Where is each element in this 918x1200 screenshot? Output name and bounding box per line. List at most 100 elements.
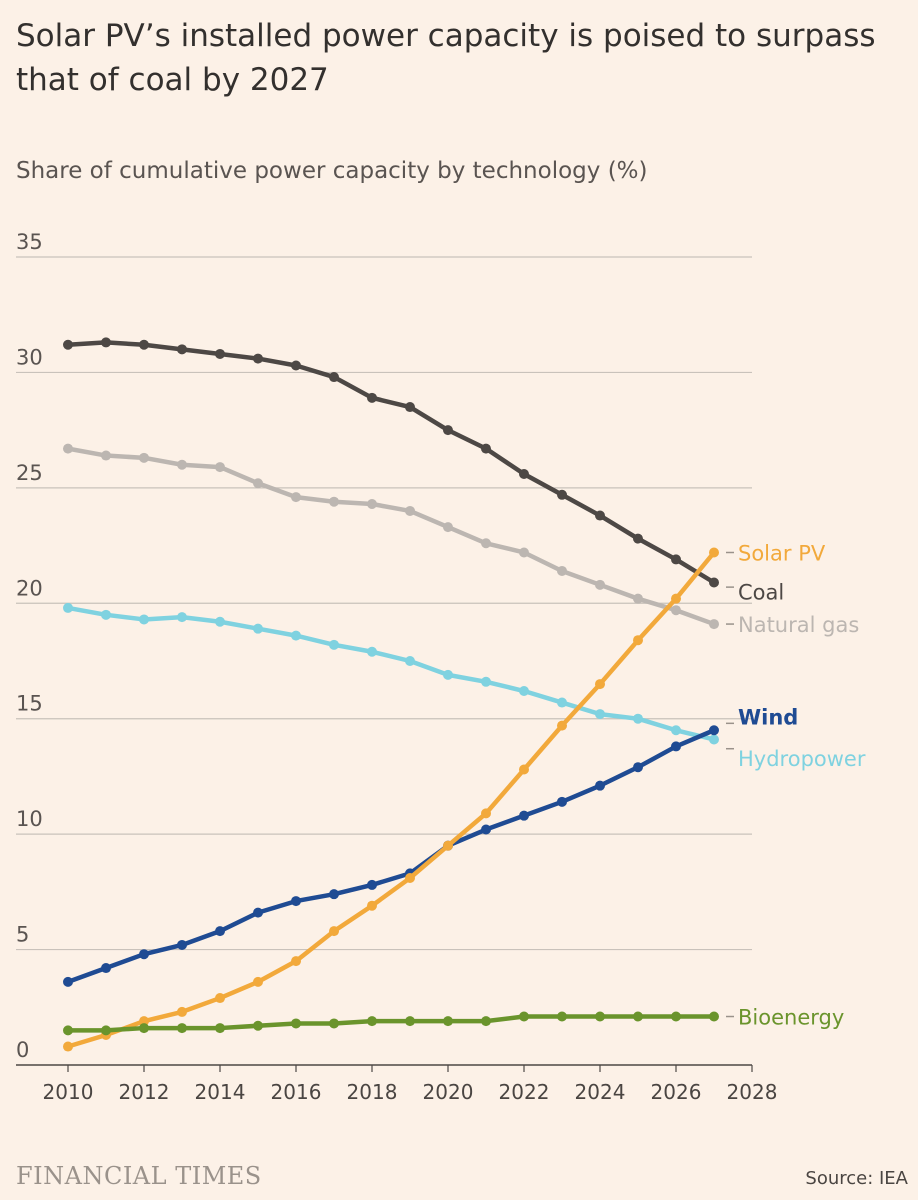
data-point xyxy=(139,339,149,350)
data-point xyxy=(329,496,339,507)
data-point xyxy=(367,646,377,657)
y-tick-label: 25 xyxy=(16,461,43,485)
data-point xyxy=(63,339,73,350)
data-point xyxy=(291,956,301,967)
data-point xyxy=(481,676,491,687)
data-point xyxy=(253,478,263,489)
y-tick-label: 35 xyxy=(16,230,43,254)
data-point xyxy=(367,879,377,890)
data-point xyxy=(519,547,529,558)
data-point xyxy=(215,462,225,473)
y-tick-label: 15 xyxy=(16,692,43,716)
series-label: Bioenergy xyxy=(738,1006,844,1030)
data-point xyxy=(253,1020,263,1031)
data-point xyxy=(481,443,491,454)
data-point xyxy=(329,639,339,650)
series-line-hydropower xyxy=(67,605,715,742)
data-point xyxy=(709,734,719,745)
data-point xyxy=(139,1023,149,1034)
data-point xyxy=(443,669,453,680)
data-point xyxy=(367,392,377,403)
data-point xyxy=(557,697,567,708)
y-tick-label: 5 xyxy=(16,923,29,947)
data-point xyxy=(671,605,681,616)
data-point xyxy=(291,896,301,907)
data-point xyxy=(101,609,111,620)
x-tick-label: 2014 xyxy=(195,1080,246,1104)
data-point xyxy=(291,1018,301,1029)
data-point xyxy=(63,976,73,987)
series-label: Hydropower xyxy=(738,747,866,771)
data-point xyxy=(443,522,453,533)
chart-subtitle: Share of cumulative power capacity by te… xyxy=(16,158,648,184)
data-point xyxy=(253,976,263,987)
data-point xyxy=(481,1016,491,1027)
data-point xyxy=(253,907,263,918)
data-point xyxy=(671,1011,681,1022)
data-point xyxy=(253,353,263,364)
data-point xyxy=(633,1011,643,1022)
series-line-bioenergy xyxy=(68,1014,714,1033)
data-point xyxy=(215,616,225,627)
data-point xyxy=(443,425,453,436)
data-point xyxy=(519,469,529,480)
series-line-coal xyxy=(67,340,716,585)
x-tick-label: 2018 xyxy=(347,1080,398,1104)
data-point xyxy=(405,1016,415,1027)
data-point xyxy=(595,679,605,690)
data-point xyxy=(481,538,491,549)
data-point xyxy=(709,1011,719,1022)
data-point xyxy=(671,741,681,752)
data-point xyxy=(367,499,377,510)
data-point xyxy=(405,402,415,413)
data-point xyxy=(101,450,111,461)
data-point xyxy=(139,949,149,960)
data-point xyxy=(405,873,415,884)
y-tick-label: 0 xyxy=(16,1038,29,1062)
x-tick-label: 2028 xyxy=(727,1080,778,1104)
data-point xyxy=(177,1006,187,1017)
x-tick-label: 2026 xyxy=(651,1080,702,1104)
data-point xyxy=(139,452,149,463)
data-point xyxy=(443,840,453,851)
data-point xyxy=(177,459,187,470)
data-point xyxy=(329,1018,339,1029)
data-point xyxy=(519,686,529,697)
series-label: Wind xyxy=(738,705,798,729)
x-tick-label: 2016 xyxy=(271,1080,322,1104)
data-point xyxy=(215,993,225,1004)
data-point xyxy=(291,360,301,371)
data-point xyxy=(595,579,605,590)
data-point xyxy=(481,808,491,819)
data-point xyxy=(215,926,225,937)
data-point xyxy=(139,1016,149,1027)
chart-title: Solar PV’s installed power capacity is p… xyxy=(16,18,876,98)
data-point xyxy=(63,602,73,613)
data-point xyxy=(595,709,605,720)
data-point xyxy=(177,1023,187,1034)
data-point xyxy=(709,725,719,736)
data-point xyxy=(101,1025,111,1036)
y-tick-label: 20 xyxy=(16,576,43,600)
x-tick-label: 2012 xyxy=(119,1080,170,1104)
data-point xyxy=(63,1025,73,1036)
data-point xyxy=(557,720,567,731)
data-point xyxy=(291,492,301,503)
data-point xyxy=(329,926,339,937)
data-point xyxy=(595,780,605,791)
data-point xyxy=(63,443,73,454)
data-point xyxy=(519,810,529,821)
data-point xyxy=(215,348,225,359)
data-point xyxy=(595,1011,605,1022)
data-point xyxy=(177,939,187,950)
series-line-natural-gas xyxy=(67,446,715,627)
data-point xyxy=(633,635,643,646)
data-point xyxy=(101,337,111,348)
data-point xyxy=(481,824,491,835)
y-tick-label: 30 xyxy=(16,345,43,369)
x-tick-label: 2022 xyxy=(499,1080,550,1104)
data-point xyxy=(215,1023,225,1034)
ft-logo: FINANCIAL TIMES xyxy=(16,1162,262,1190)
x-tick-label: 2010 xyxy=(43,1080,94,1104)
